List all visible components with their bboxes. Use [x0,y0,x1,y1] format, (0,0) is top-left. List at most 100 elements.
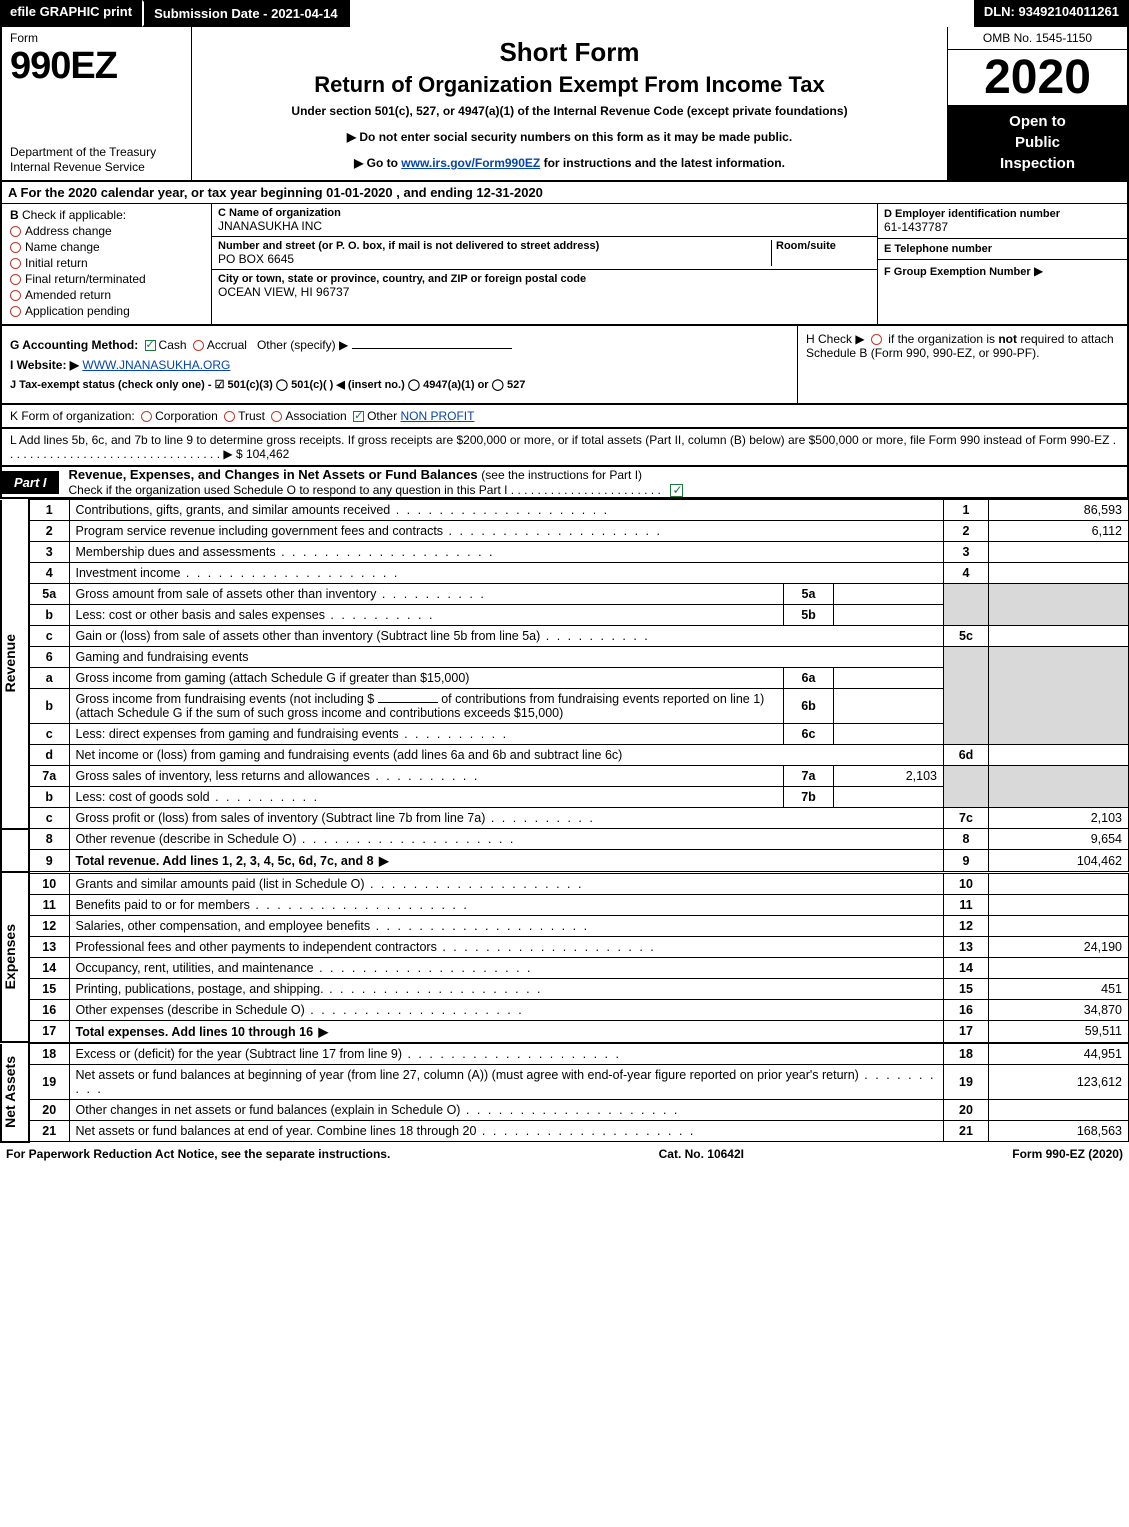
footer-left: For Paperwork Reduction Act Notice, see … [6,1147,390,1161]
chk-cash[interactable] [145,340,156,351]
val-7a: 2,103 [834,766,944,787]
omb-number: OMB No. 1545-1150 [948,27,1127,50]
desc-12: Salaries, other compensation, and employ… [76,919,590,933]
lbl-other-org: Other [367,409,397,423]
desc-1: Contributions, gifts, grants, and simila… [76,503,610,517]
val-5a [834,584,944,605]
amt-7c: 2,103 [989,808,1129,829]
f-arrow: ▶ [1034,264,1043,278]
form-number: 990EZ [10,45,183,88]
chk-app-pending[interactable] [10,306,21,317]
ln-15: 15 [29,978,69,999]
footer: For Paperwork Reduction Act Notice, see … [0,1143,1129,1165]
desc-5c: Gain or (loss) from sale of assets other… [76,629,650,643]
open-to-public: Open to Public Inspection [948,105,1127,180]
desc-20: Other changes in net assets or fund bala… [76,1103,680,1117]
website-link[interactable]: WWW.JNANASUKHA.ORG [82,358,230,372]
num-7c: 7c [944,808,989,829]
efile-label[interactable]: efile GRAPHIC print [0,0,142,27]
lbl-other-method: Other (specify) ▶ [257,338,348,352]
desc-10: Grants and similar amounts paid (list in… [76,877,584,891]
dept-treasury: Department of the Treasury [10,145,183,161]
side-expenses: Expenses [2,924,18,989]
chk-address-change[interactable] [10,226,21,237]
part1-check-line: Check if the organization used Schedule … [69,483,661,497]
ln-20: 20 [29,1100,69,1121]
chk-h[interactable] [871,334,882,345]
open-line2: Public [952,132,1123,153]
part1-tab: Part I [2,471,59,494]
instr-no-ssn: ▶ Do not enter social security numbers o… [200,130,939,144]
chk-name-change[interactable] [10,242,21,253]
chk-accrual[interactable] [193,340,204,351]
desc-6d: Net income or (loss) from gaming and fun… [69,745,944,766]
submission-date: Submission Date - 2021-04-14 [142,0,350,27]
box-5a: 5a [784,584,834,605]
lbl-accrual: Accrual [207,338,247,352]
b-letter: B [10,208,19,222]
amt-5c [989,626,1129,647]
h-label: H [806,332,815,346]
chk-final-return[interactable] [10,274,21,285]
title-short-form: Short Form [200,37,939,68]
num-14: 14 [944,957,989,978]
desc-6c: Less: direct expenses from gaming and fu… [76,727,509,741]
revenue-table: Revenue 1 Contributions, gifts, grants, … [0,499,1129,873]
ln-6d: d [29,745,69,766]
top-bar: efile GRAPHIC print Submission Date - 20… [0,0,1129,27]
e-label: E Telephone number [884,243,1121,255]
ln-5b: b [29,605,69,626]
desc-7b: Less: cost of goods sold [76,790,320,804]
l-line: L Add lines 5b, 6c, and 7b to line 9 to … [0,429,1129,467]
ln-17: 17 [29,1020,69,1042]
title-return: Return of Organization Exempt From Incom… [200,72,939,98]
desc-6a: Gross income from gaming (attach Schedul… [69,668,784,689]
ln-6: 6 [29,647,69,668]
chk-other-org[interactable] [353,411,364,422]
other-method-input[interactable] [352,348,512,349]
room-label: Room/suite [776,240,871,252]
chk-amended[interactable] [10,290,21,301]
amt-14 [989,957,1129,978]
ln-14: 14 [29,957,69,978]
box-5b: 5b [784,605,834,626]
desc-6: Gaming and fundraising events [69,647,944,668]
desc-14: Occupancy, rent, utilities, and maintena… [76,961,533,975]
ln-5a: 5a [29,584,69,605]
irs-link[interactable]: www.irs.gov/Form990EZ [401,156,540,170]
ln-21: 21 [29,1121,69,1142]
expenses-table: Expenses 10 Grants and similar amounts p… [0,873,1129,1044]
desc-19: Net assets or fund balances at beginning… [76,1068,936,1096]
lbl-initial-return: Initial return [25,256,88,270]
chk-initial-return[interactable] [10,258,21,269]
box-6b: 6b [784,689,834,724]
h-not: not [998,332,1017,346]
num-3: 3 [944,542,989,563]
chk-corp[interactable] [141,411,152,422]
6b-blank[interactable] [378,702,438,703]
desc-11: Benefits paid to or for members [76,898,469,912]
ln-1: 1 [29,500,69,521]
amt-2: 6,112 [989,521,1129,542]
ln-5c: c [29,626,69,647]
amt-8: 9,654 [989,829,1129,850]
val-6b [834,689,944,724]
instr-goto-post: for instructions and the latest informat… [544,156,785,170]
chk-trust[interactable] [224,411,235,422]
amt-19: 123,612 [989,1065,1129,1100]
num-10: 10 [944,873,989,894]
instr-goto-pre: ▶ Go to [354,156,401,170]
box-7a: 7a [784,766,834,787]
chk-assoc[interactable] [271,411,282,422]
chk-schedule-o[interactable] [670,484,683,497]
ln-6c: c [29,724,69,745]
k-label: K Form of organization: [10,409,135,423]
desc-5b: Less: cost or other basis and sales expe… [76,608,435,622]
ln-12: 12 [29,915,69,936]
block-b: B Check if applicable: Address change Na… [2,204,212,324]
dept-irs: Internal Revenue Service [10,160,183,176]
addr-label: Number and street (or P. O. box, if mail… [218,240,771,252]
val-7b [834,787,944,808]
other-org-val[interactable]: NON PROFIT [400,409,474,423]
amt-18: 44,951 [989,1044,1129,1065]
